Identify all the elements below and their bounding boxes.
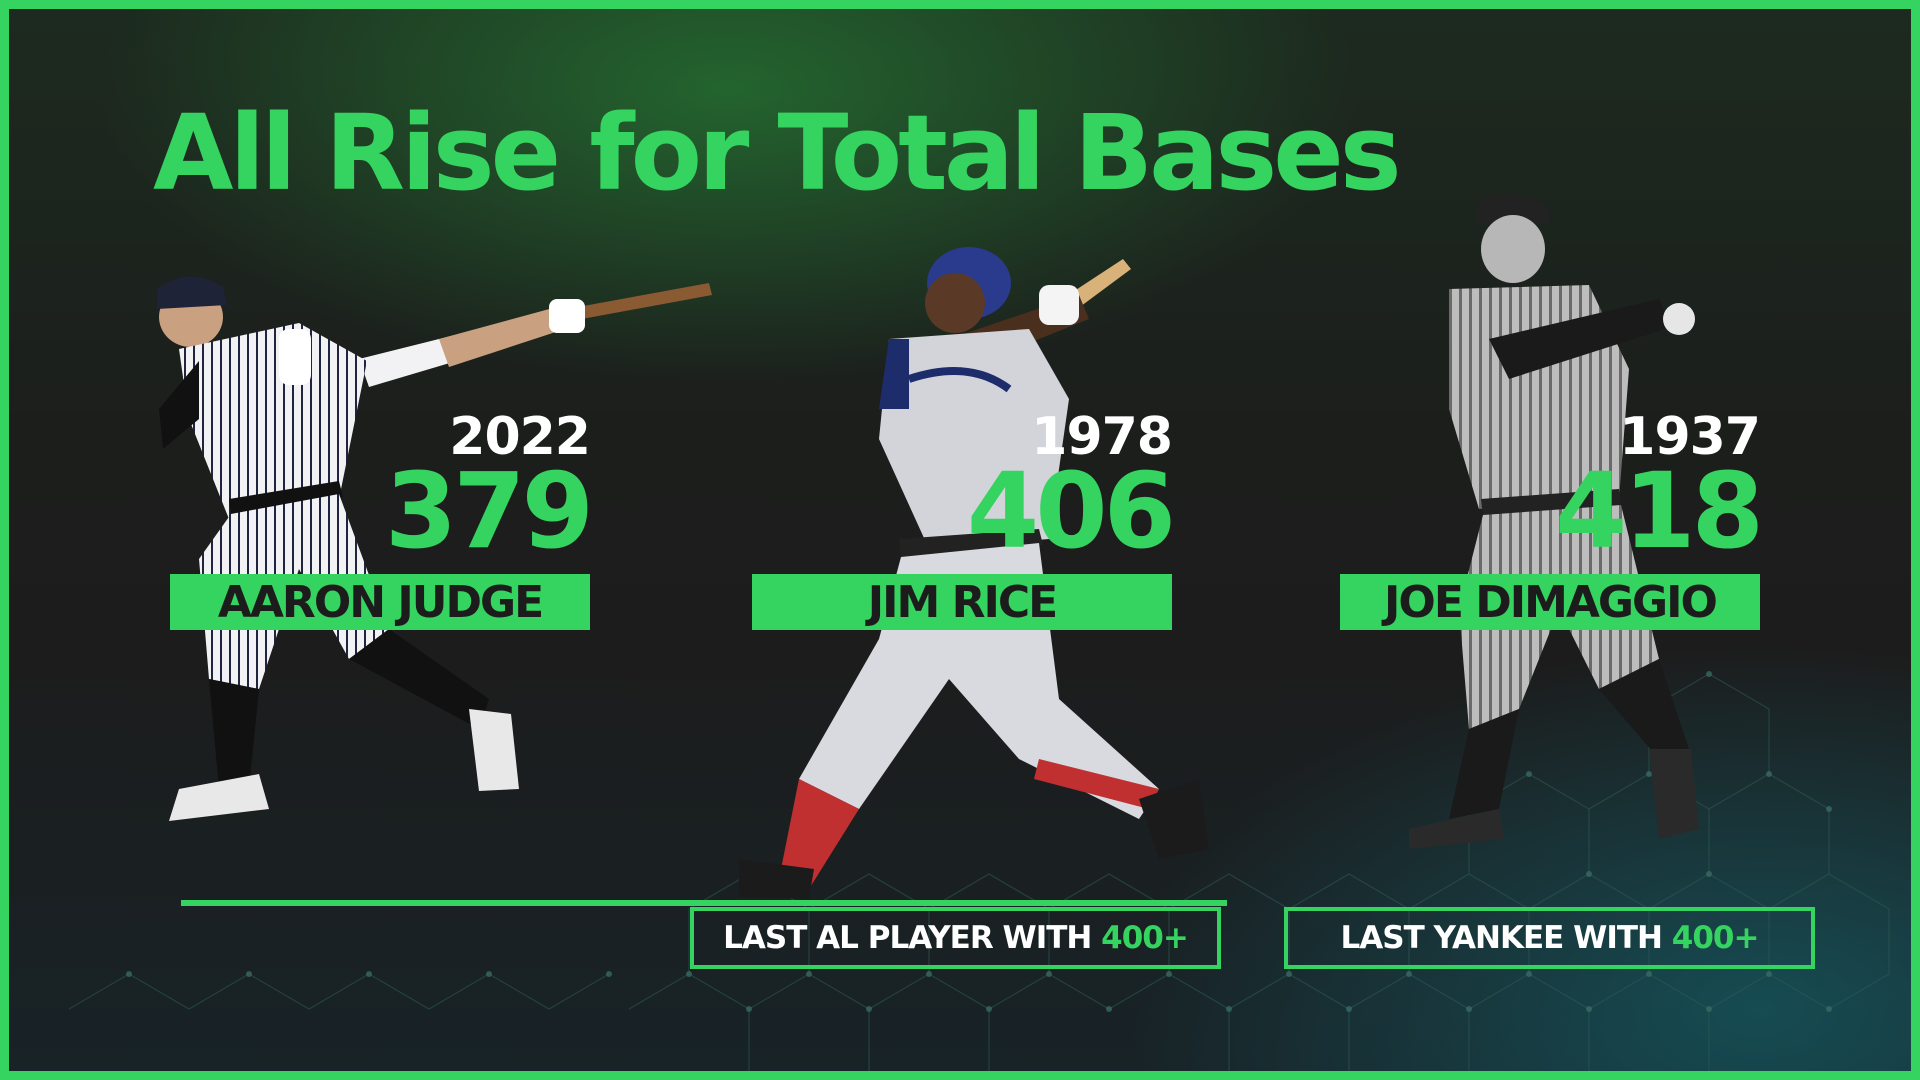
player-name: JIM RICE: [867, 576, 1058, 628]
ground-line-divider: [181, 900, 1227, 906]
note-last-yankee: LAST YANKEE WITH 400+: [1284, 907, 1815, 969]
total-bases-value: 418: [1554, 450, 1764, 572]
hex-network-background: [68, 671, 1890, 1071]
total-bases-value: 406: [966, 450, 1176, 572]
season-year: 1978: [1031, 407, 1173, 467]
note-last-al-player: LAST AL PLAYER WITH 400+: [690, 907, 1221, 969]
note-text: LAST YANKEE WITH: [1340, 920, 1672, 956]
note-text: LAST AL PLAYER WITH: [723, 920, 1102, 956]
total-bases-value: 379: [384, 450, 594, 572]
player-name-bar: AARON JUDGE: [170, 574, 590, 630]
season-year: 2022: [449, 407, 591, 467]
aaron-judge-photo: [157, 276, 712, 821]
player-name-bar: JIM RICE: [752, 574, 1172, 630]
player-name: JOE DIMAGGIO: [1384, 576, 1718, 628]
note-highlight: 400+: [1671, 920, 1760, 956]
graphic-title: All Rise for Total Bases: [153, 92, 1402, 214]
player-name-bar: JOE DIMAGGIO: [1340, 574, 1760, 630]
season-year: 1937: [1619, 407, 1761, 467]
note-highlight: 400+: [1101, 920, 1189, 956]
joe-dimaggio-photo: [1409, 193, 1699, 849]
player-name: AARON JUDGE: [217, 576, 544, 628]
